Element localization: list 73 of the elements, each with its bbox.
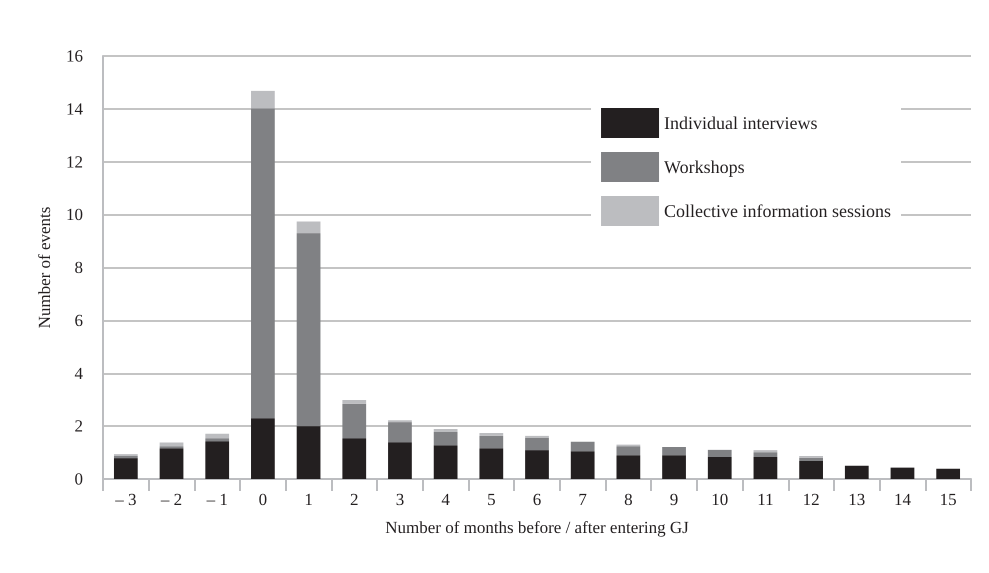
bar — [479, 448, 504, 479]
x-tick-label: 11 — [757, 490, 774, 509]
x-tick-label: 2 — [350, 490, 359, 509]
bar — [662, 447, 686, 456]
y-tick-label: 8 — [74, 258, 83, 277]
bar — [479, 436, 504, 448]
bar — [754, 452, 778, 458]
bar — [434, 432, 458, 446]
bar — [342, 404, 366, 439]
x-tick-label: 14 — [894, 490, 912, 509]
x-tick-label: – 2 — [160, 490, 182, 509]
bar — [616, 455, 640, 479]
bar — [844, 466, 869, 479]
y-axis-title: Number of events — [35, 206, 54, 328]
x-tick-label: 6 — [532, 490, 542, 509]
bar — [205, 438, 230, 442]
x-tick-label: 4 — [441, 490, 450, 509]
x-axis-title: Number of months before / after entering GJ — [385, 518, 690, 537]
bar — [388, 442, 412, 479]
bar — [434, 445, 458, 479]
bar — [160, 448, 184, 479]
bar — [205, 434, 230, 439]
y-tick-label: 10 — [66, 205, 83, 224]
bar — [479, 433, 504, 436]
x-tick-label: 3 — [396, 490, 404, 509]
bar — [525, 438, 549, 450]
bar — [616, 446, 640, 456]
x-tick-label: 12 — [802, 490, 820, 509]
bar — [936, 468, 960, 479]
bar — [708, 450, 732, 458]
x-tick-label: 10 — [711, 490, 728, 509]
bar — [799, 458, 823, 462]
bar — [342, 438, 366, 479]
bar — [525, 450, 549, 479]
x-tick-label: 8 — [624, 490, 633, 509]
bar — [342, 400, 366, 404]
bar — [296, 426, 320, 479]
y-tick-label: 16 — [66, 46, 83, 66]
x-tick-label: – 1 — [206, 490, 228, 509]
x-tick-label: 1 — [304, 490, 313, 509]
y-tick-label: 0 — [74, 470, 83, 488]
bar — [205, 441, 230, 479]
x-tick-label: 5 — [487, 490, 496, 509]
bar — [251, 108, 275, 418]
bar — [251, 418, 275, 479]
bar — [662, 455, 686, 479]
x-tick-label: 15 — [940, 490, 957, 509]
x-tick-label: 7 — [578, 490, 588, 509]
y-tick-label: 6 — [74, 310, 83, 330]
legend-label: Individual interviews — [664, 113, 818, 133]
bar — [296, 233, 320, 426]
bar — [799, 461, 823, 479]
bar — [890, 468, 914, 479]
y-tick-label: 12 — [66, 152, 83, 172]
y-tick-label: 14 — [66, 99, 84, 118]
legend-label: Collective information sessions — [664, 201, 891, 221]
x-tick-label: 9 — [670, 490, 678, 509]
bar — [754, 457, 778, 479]
bar — [570, 451, 595, 479]
y-tick-label: 2 — [74, 416, 83, 436]
bar — [434, 429, 458, 432]
x-tick-label: 0 — [258, 490, 268, 509]
x-tick-label: – 3 — [114, 490, 136, 509]
bar — [114, 458, 138, 479]
bar — [388, 422, 412, 443]
bar — [296, 222, 320, 234]
x-tick-label: 13 — [848, 490, 866, 509]
legend-label: Workshops — [664, 157, 745, 177]
bar — [160, 442, 184, 446]
bar — [251, 90, 275, 108]
y-tick-label: 4 — [74, 364, 84, 383]
bar — [570, 442, 595, 452]
bar — [708, 457, 732, 479]
